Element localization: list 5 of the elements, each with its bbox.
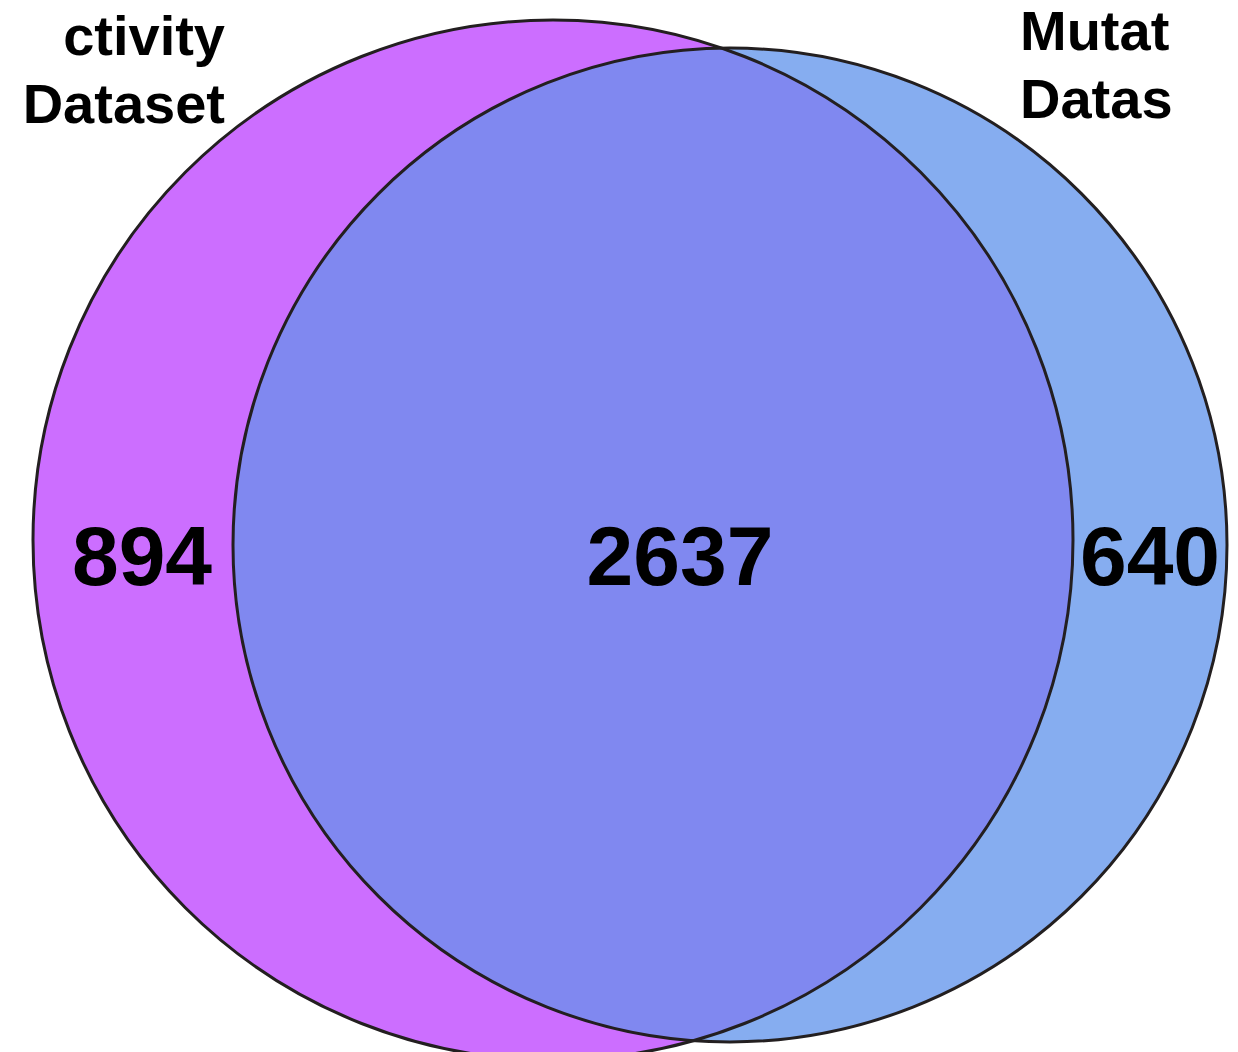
data-label: 894: [71, 509, 213, 604]
category-label: Mutat Datas: [1020, 0, 1173, 130]
category-label: ctivity Dataset: [22, 4, 225, 135]
data-label: 2637: [586, 509, 774, 604]
data-label: 640: [1079, 509, 1221, 604]
